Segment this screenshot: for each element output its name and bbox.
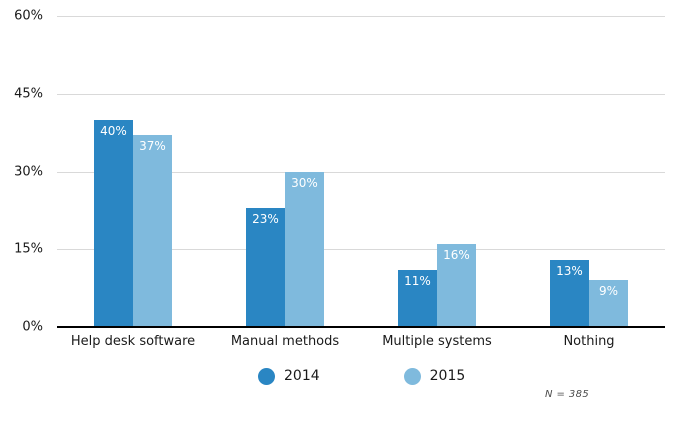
bar-value-label: 11%: [404, 273, 431, 288]
sample-size-note: N = 385: [545, 389, 590, 400]
bar-value-label: 30%: [291, 175, 318, 190]
legend-swatch-icon: [403, 368, 421, 385]
bar-value-label: 37%: [139, 139, 166, 154]
x-category-label: Help desk software: [70, 334, 196, 349]
bar-2014-multiple-systems: 11%: [398, 269, 437, 327]
bar-value-label: 23%: [252, 211, 279, 226]
bar-value-label: 13%: [556, 263, 583, 278]
y-tick-label: 0%: [22, 319, 43, 335]
gridline: [57, 16, 665, 17]
bar-2015-multiple-systems: 16%: [437, 244, 476, 327]
gridline: [57, 171, 665, 173]
bar-2015-nothing: 9%: [589, 280, 628, 327]
y-tick-label: 30%: [14, 164, 43, 179]
legend-item-2014: 2014: [258, 368, 320, 385]
x-category-label: Multiple systems: [382, 334, 492, 349]
bar-2015-help-desk-software: 37%: [133, 135, 172, 327]
bar-value-label: 16%: [443, 248, 470, 263]
bar-2014-help-desk-software: 40%: [94, 119, 133, 327]
legend: 2014 2015: [258, 368, 465, 385]
legend-label: 2014: [284, 368, 320, 384]
gridline: [57, 93, 665, 95]
legend-label: 2015: [429, 368, 466, 384]
bar-2015-manual-methods: 30%: [285, 171, 324, 327]
bar-2014-manual-methods: 23%: [246, 207, 285, 327]
y-tick-label: 15%: [14, 241, 43, 257]
x-axis-line: [57, 326, 665, 328]
x-category-label: Nothing: [563, 334, 615, 349]
legend-item-2015: 2015: [403, 368, 466, 385]
x-category-label: Manual methods: [230, 334, 340, 349]
bar-value-label: 40%: [100, 123, 127, 138]
y-tick-label: 45%: [14, 86, 43, 102]
bar-value-label: 9%: [598, 284, 619, 299]
legend-swatch-icon: [258, 368, 275, 385]
y-tick-label: 60%: [14, 8, 43, 24]
bar-2014-nothing: 13%: [550, 259, 589, 327]
gridline: [57, 249, 665, 251]
